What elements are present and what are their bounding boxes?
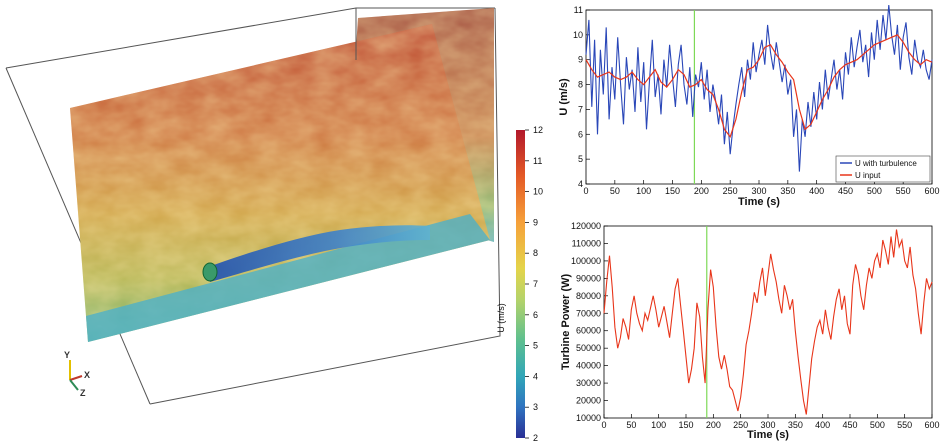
power-y-tick-label: 100000 xyxy=(571,256,601,266)
colorbar-tick-label: 4 xyxy=(533,371,538,381)
velocity-y-tick-label: 6 xyxy=(578,129,583,139)
velocity-x-tick-label: 250 xyxy=(723,186,738,196)
velocity-x-tick-label: 0 xyxy=(583,186,588,196)
power-series-line xyxy=(603,229,933,415)
velocity-x-tick-label: 550 xyxy=(896,186,911,196)
colorbar-tick-label: 8 xyxy=(533,248,538,258)
power-x-tick-label: 300 xyxy=(760,420,775,430)
power-y-tick-label: 70000 xyxy=(576,308,601,318)
velocity-x-tick-label: 300 xyxy=(751,186,766,196)
colorbar: U (m/s) 12 11 10 9 8 7 6 5 4 3 2 xyxy=(496,125,543,443)
power-y-tick-label: 90000 xyxy=(576,273,601,283)
colorbar-label: U (m/s) xyxy=(496,303,506,333)
power-x-tick-label: 250 xyxy=(733,420,748,430)
power-x-tick-label: 200 xyxy=(706,420,721,430)
domain-box-front-edges xyxy=(149,7,501,405)
turbine-wake xyxy=(205,225,430,282)
colorbar-tick-label: 10 xyxy=(533,187,543,197)
triad-y-label: Y xyxy=(64,350,70,360)
power-y-axis-label: Turbine Power (W) xyxy=(560,273,572,370)
velocity-x-tick-label: 150 xyxy=(665,186,680,196)
power-plot-frame xyxy=(603,225,933,419)
velocity-x-tick-label: 500 xyxy=(867,186,882,196)
velocity-x-tick-label: 350 xyxy=(780,186,795,196)
colorbar-tick-label: 6 xyxy=(533,310,538,320)
triad-x-label: X xyxy=(84,370,90,380)
power-x-axis-label: Time (s) xyxy=(747,429,789,441)
power-y-tick-label: 60000 xyxy=(576,326,601,336)
power-x-tick-label: 500 xyxy=(870,420,885,430)
axes-triad: Y X Z xyxy=(64,350,90,398)
velocity-x-tick-label: 50 xyxy=(610,186,620,196)
velocity-x-tick-label: 400 xyxy=(809,186,824,196)
velocity-y-tick-label: 7 xyxy=(578,104,583,114)
triad-z-label: Z xyxy=(80,388,86,398)
slice-bottom-band xyxy=(86,214,490,342)
velocity-series-input-line xyxy=(585,34,933,139)
velocity-chart: 11 10 9 8 7 6 5 4 0 50 100 150 200 250 300 350 400 450 50… xyxy=(558,4,940,208)
power-y-tick-label: 80000 xyxy=(576,291,601,301)
legend-label-input: U input xyxy=(855,171,881,180)
power-x-tick-label: 100 xyxy=(651,420,666,430)
velocity-x-tick-label: 100 xyxy=(636,186,651,196)
flow-field-3d-view: Y X Z xyxy=(5,7,501,405)
colorbar-tick-label: 11 xyxy=(533,156,542,166)
power-y-tick-label: 30000 xyxy=(576,378,601,388)
power-y-tick-label: 110000 xyxy=(572,238,601,248)
power-x-tick-label: 150 xyxy=(678,420,693,430)
wind-turbine-rotor xyxy=(202,262,218,282)
velocity-x-axis-label: Time (s) xyxy=(738,196,780,208)
power-x-tick-label: 350 xyxy=(788,420,803,430)
vertical-slice-texture xyxy=(70,24,490,342)
velocity-y-tick-label: 11 xyxy=(574,5,583,15)
velocity-y-tick-label: 9 xyxy=(578,55,583,65)
colorbar-tick-label: 3 xyxy=(533,402,538,412)
colorbar-tick-label: 12 xyxy=(533,125,543,135)
velocity-x-tick-label: 450 xyxy=(838,186,853,196)
velocity-legend: U with turbulence U input xyxy=(835,155,931,183)
velocity-y-axis-label: U (m/s) xyxy=(558,78,570,116)
power-chart: 120000 110000 100000 90000 80000 70000 60000 50… xyxy=(560,221,940,441)
power-x-tick-label: 600 xyxy=(924,420,939,430)
power-y-tick-label: 20000 xyxy=(576,396,601,406)
velocity-x-tick-label: 600 xyxy=(924,186,939,196)
power-y-tick-label: 10000 xyxy=(576,413,601,423)
colorbar-gradient xyxy=(516,130,525,438)
velocity-y-tick-label: 8 xyxy=(578,80,583,90)
power-x-tick-label: 550 xyxy=(897,420,912,430)
velocity-y-tick-label: 4 xyxy=(578,179,583,189)
power-y-tick-label: 120000 xyxy=(571,221,601,231)
velocity-y-tick-label: 5 xyxy=(578,154,583,164)
colorbar-tick-label: 9 xyxy=(533,217,538,227)
velocity-series-turbulence-line xyxy=(585,4,933,172)
power-y-tick-label: 40000 xyxy=(576,361,601,371)
power-x-tick-label: 450 xyxy=(842,420,857,430)
legend-label-turbulence: U with turbulence xyxy=(855,159,917,168)
power-x-tick-label: 50 xyxy=(626,420,636,430)
power-x-tick-label: 400 xyxy=(815,420,830,430)
velocity-y-tick-label: 10 xyxy=(573,30,583,40)
colorbar-tick-label: 2 xyxy=(533,433,538,443)
power-y-tick-label: 50000 xyxy=(576,343,601,353)
colorbar-tick-label: 5 xyxy=(533,341,538,351)
colorbar-tick-label: 7 xyxy=(533,279,538,289)
velocity-x-tick-label: 200 xyxy=(694,186,709,196)
power-x-tick-label: 0 xyxy=(601,420,606,430)
